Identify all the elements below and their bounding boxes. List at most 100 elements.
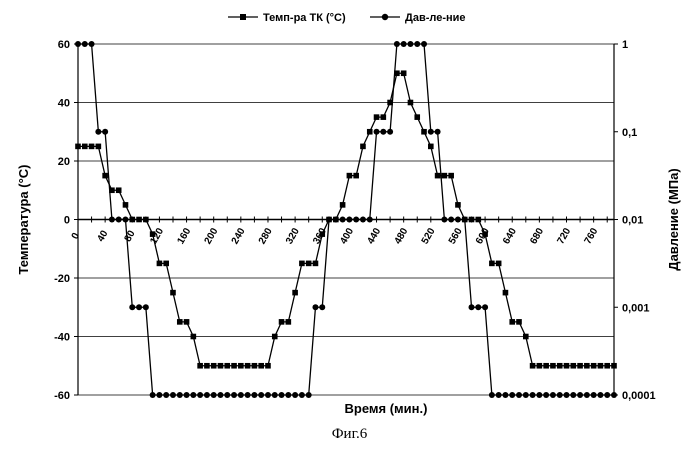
data-point-pressure [360,217,366,223]
data-point-pressure [326,217,332,223]
legend-label-temperature: Темп-ра ТК (°С) [263,12,346,24]
data-point-temperature [550,363,556,369]
data-point-pressure [82,41,88,47]
data-point-temperature [96,144,102,150]
x-tick-label: 0 [70,231,83,242]
data-point-temperature [184,319,190,325]
data-point-temperature [381,114,387,120]
data-point-pressure [441,217,447,223]
data-point-pressure [421,41,427,47]
data-point-temperature [442,173,448,179]
data-point-pressure [333,217,339,223]
x-tick-label: 520 [420,226,438,246]
data-point-temperature [306,261,312,267]
data-point-temperature [374,114,380,120]
data-point-temperature [279,319,285,325]
data-point-temperature [116,187,122,193]
data-point-temperature [421,129,427,135]
data-point-pressure [285,392,291,398]
data-point-pressure [102,129,108,135]
data-point-temperature [489,261,495,267]
data-point-temperature [448,173,454,179]
data-point-pressure [414,41,420,47]
data-point-temperature [570,363,576,369]
data-point-pressure [550,392,556,398]
data-point-temperature [150,231,156,237]
data-point-temperature [503,290,509,296]
data-point-pressure [292,392,298,398]
data-point-pressure [150,392,156,398]
data-point-pressure [109,217,115,223]
data-point-pressure [122,217,128,223]
data-point-pressure [184,392,190,398]
data-point-temperature [238,363,244,369]
data-point-pressure [136,304,142,310]
y2-axis-title: Давление (МПа) [666,168,681,270]
data-point-pressure [523,392,529,398]
data-point-pressure [312,304,318,310]
data-point-temperature [509,319,515,325]
y-tick-label: 20 [58,156,70,168]
data-point-pressure [353,217,359,223]
data-point-pressure [482,304,488,310]
legend-label-pressure: Дав-ле-ние [405,12,466,24]
data-point-pressure [340,217,346,223]
data-point-temperature [428,144,434,150]
data-point-pressure [129,304,135,310]
data-point-pressure [204,392,210,398]
data-point-pressure [394,41,400,47]
legend-marker-pressure [382,14,388,20]
data-point-temperature [523,334,529,340]
data-point-pressure [224,392,230,398]
data-point-pressure [557,392,563,398]
y-tick-label: -20 [54,273,70,285]
data-point-temperature [476,217,482,223]
data-point-temperature [557,363,563,369]
data-point-temperature [516,319,522,325]
data-point-pressure [156,392,162,398]
data-point-temperature [455,202,461,208]
data-point-pressure [462,217,468,223]
data-point-pressure [258,392,264,398]
data-point-pressure [530,392,536,398]
x-tick-label: 440 [365,226,383,246]
data-point-temperature [543,363,549,369]
data-point-temperature [584,363,590,369]
y2-tick-label: 0,001 [622,302,650,314]
data-point-pressure [163,392,169,398]
data-point-pressure [502,392,508,398]
data-point-pressure [245,392,251,398]
data-point-pressure [591,392,597,398]
data-point-temperature [252,363,258,369]
data-point-temperature [82,144,88,150]
data-point-pressure [407,41,413,47]
data-point-temperature [224,363,230,369]
data-point-temperature [340,202,346,208]
data-point-pressure [299,392,305,398]
data-point-pressure [469,304,475,310]
data-point-pressure [516,392,522,398]
y2-tick-label: 0,1 [622,127,637,139]
data-point-temperature [299,261,305,267]
data-point-temperature [401,70,407,76]
data-point-temperature [435,173,441,179]
data-point-pressure [577,392,583,398]
data-point-temperature [177,319,183,325]
data-point-temperature [577,363,583,369]
data-point-pressure [319,304,325,310]
data-point-temperature [414,114,420,120]
x-tick-label: 480 [393,226,411,246]
data-point-pressure [536,392,542,398]
data-point-temperature [163,261,169,267]
data-point-pressure [177,392,183,398]
data-point-pressure [489,392,495,398]
data-point-pressure [170,392,176,398]
figure-caption: Фиг.6 [0,426,699,443]
data-point-pressure [272,392,278,398]
data-point-temperature [204,363,210,369]
y2-tick-label: 0,01 [622,215,643,227]
y-tick-label: 60 [58,39,70,51]
y-tick-label: -40 [54,332,70,344]
data-point-temperature [347,173,353,179]
data-point-pressure [95,129,101,135]
